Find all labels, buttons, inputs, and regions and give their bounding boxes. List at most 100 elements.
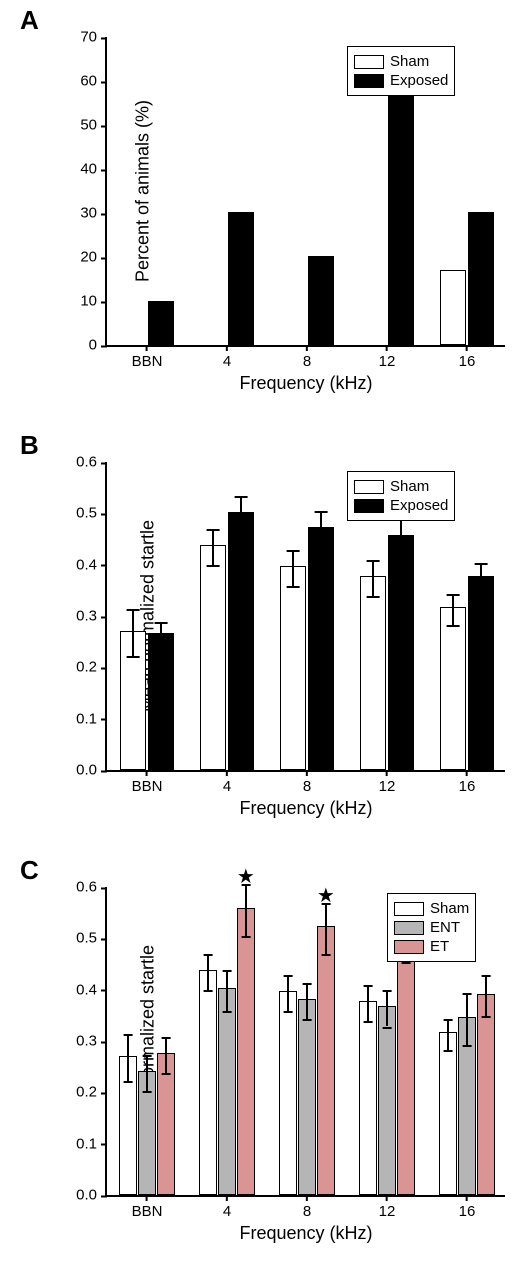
- legend-item: Sham: [394, 900, 469, 917]
- error-cap: [155, 622, 168, 624]
- legend: Sham ENT ET: [387, 893, 476, 962]
- ytick: 30: [57, 205, 107, 222]
- bar: [218, 988, 236, 1195]
- error-cap: [124, 1034, 133, 1036]
- xtick: 4: [223, 345, 231, 370]
- error-bar: [127, 1034, 129, 1081]
- bar: [200, 545, 226, 770]
- error-bar: [447, 1019, 449, 1050]
- bar: [148, 633, 174, 770]
- xtick: 12: [379, 770, 396, 795]
- error-cap: [127, 609, 140, 611]
- legend-swatch: [354, 480, 384, 494]
- ytick: 0.6: [57, 454, 107, 471]
- ytick: 0.2: [57, 659, 107, 676]
- bar: [279, 991, 297, 1195]
- error-cap: [127, 656, 140, 658]
- error-cap: [447, 594, 460, 596]
- error-cap: [444, 1050, 453, 1052]
- error-cap: [161, 1073, 170, 1075]
- bar: [199, 970, 217, 1195]
- legend-item: Exposed: [354, 497, 448, 514]
- legend: ShamExposed: [347, 46, 455, 96]
- bar: [468, 576, 494, 770]
- xtick: BBN: [132, 345, 163, 370]
- bar: [360, 576, 386, 770]
- bar: [237, 908, 255, 1195]
- bar: [317, 926, 335, 1195]
- bar: [388, 535, 414, 770]
- error-bar: [287, 975, 289, 1011]
- error-bar: [372, 560, 374, 596]
- error-cap: [364, 1021, 373, 1023]
- error-bar: [466, 993, 468, 1045]
- error-cap: [367, 560, 380, 562]
- xlabel: Frequency (kHz): [239, 1223, 372, 1244]
- error-cap: [315, 511, 328, 513]
- bar: [359, 1001, 377, 1195]
- plot-area: 0.00.10.20.30.40.50.6Mean normalized sta…: [105, 887, 505, 1197]
- legend-item: Sham: [354, 478, 448, 495]
- bar: [228, 512, 254, 770]
- error-cap: [235, 496, 248, 498]
- xtick: 4: [223, 770, 231, 795]
- ytick: 0.6: [57, 879, 107, 896]
- ytick: 0.4: [57, 981, 107, 998]
- legend-label: Exposed: [390, 72, 448, 89]
- error-cap: [207, 565, 220, 567]
- error-cap: [463, 1045, 472, 1047]
- ytick: 0.5: [57, 930, 107, 947]
- error-cap: [287, 550, 300, 552]
- error-bar: [165, 1037, 167, 1073]
- error-cap: [287, 586, 300, 588]
- legend-item: ET: [394, 938, 469, 955]
- xlabel: Frequency (kHz): [239, 798, 372, 819]
- panel-A: A010203040506070Percent of animals (%)Fr…: [20, 15, 504, 415]
- error-bar: [452, 594, 454, 625]
- plot-area: 010203040506070Percent of animals (%)Fre…: [105, 37, 505, 347]
- significance-star-icon: ★: [237, 864, 255, 889]
- error-cap: [447, 625, 460, 627]
- xtick: 16: [459, 1195, 476, 1220]
- error-cap: [481, 1016, 490, 1018]
- error-cap: [204, 990, 213, 992]
- xtick: BBN: [132, 770, 163, 795]
- legend-item: Exposed: [354, 72, 448, 89]
- xtick: 4: [223, 1195, 231, 1220]
- legend: Sham Exposed: [347, 471, 455, 521]
- error-cap: [367, 596, 380, 598]
- error-cap: [303, 1019, 312, 1021]
- ytick: 20: [57, 249, 107, 266]
- xtick: BBN: [132, 1195, 163, 1220]
- legend-item: ENT: [394, 919, 469, 936]
- bar: [439, 1032, 457, 1195]
- bar: [397, 934, 415, 1195]
- legend-swatch: [394, 921, 424, 935]
- error-cap: [204, 954, 213, 956]
- error-cap: [383, 990, 392, 992]
- ytick: 0.1: [57, 1135, 107, 1152]
- error-cap: [155, 648, 168, 650]
- error-cap: [321, 954, 330, 956]
- legend-swatch: [354, 55, 384, 69]
- error-bar: [146, 1055, 148, 1091]
- error-bar: [320, 511, 322, 547]
- ytick: 0: [57, 337, 107, 354]
- legend-swatch: [394, 902, 424, 916]
- error-cap: [475, 594, 488, 596]
- error-cap: [475, 563, 488, 565]
- bar: [388, 79, 414, 345]
- ytick: 0.4: [57, 556, 107, 573]
- bar: [308, 256, 334, 345]
- legend-label: ENT: [430, 919, 460, 936]
- error-bar: [207, 954, 209, 990]
- panel-label: B: [20, 430, 39, 461]
- bar: [440, 607, 466, 770]
- ytick: 60: [57, 73, 107, 90]
- ytick: 0.0: [57, 762, 107, 779]
- legend-label: Exposed: [390, 497, 448, 514]
- ylabel: Percent of animals (%): [133, 100, 154, 282]
- error-cap: [395, 560, 408, 562]
- xtick: 12: [379, 345, 396, 370]
- figure: A010203040506070Percent of animals (%)Fr…: [0, 0, 524, 1280]
